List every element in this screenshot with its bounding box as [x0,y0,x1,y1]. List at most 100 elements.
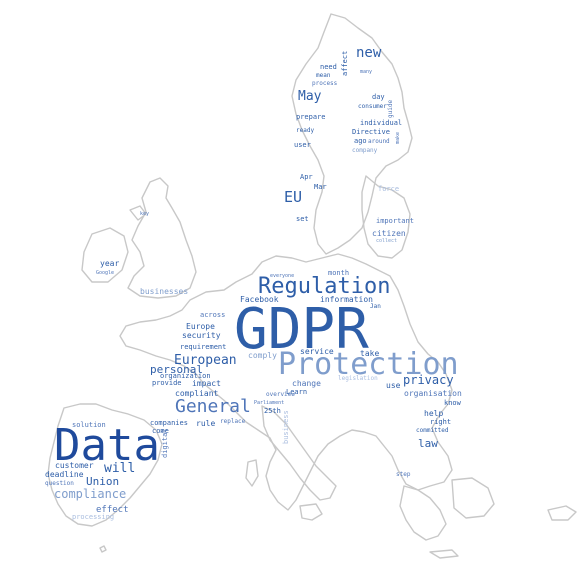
word-set: set [296,215,309,223]
word-organisation: organisation [404,389,462,398]
word-process: process [312,80,338,87]
word-know: know [444,399,461,407]
word-eu: EU [284,188,303,206]
mainland-outline [119,253,453,511]
word-information: information [320,295,373,304]
word-replace: replace [220,418,246,425]
word-directive: Directive [352,128,390,136]
word-new: new [356,45,382,61]
word-will: will [104,461,136,476]
word-individual: individual [360,119,403,127]
word-customer: customer [55,461,94,470]
word-mean: mean [316,72,331,79]
greece-outline [399,485,447,541]
word-general: General [175,396,251,417]
word-many: many [360,69,373,75]
word-make: make [395,131,401,144]
word-regulation: Regulation [258,274,391,299]
word-law: law [418,437,438,450]
cyprus-outline [547,505,577,521]
word-month: month [328,269,350,277]
word-come: come [152,427,169,435]
word-day: day [372,93,385,101]
italy-outline [261,405,337,501]
word-deadline: deadline [45,470,84,479]
word-affect: affect [341,50,349,76]
word-mar: Mar [314,183,327,191]
word-force: force [378,185,400,193]
sardinia-outline [245,459,259,487]
word-gdpr: GDPR [234,297,369,362]
word-guide: guide [387,99,394,118]
word-companies: companies [150,419,188,427]
word-solution: solution [72,421,106,429]
word-take: take [360,349,380,358]
word-digital: digital [161,428,169,458]
word-everyone: everyone [270,273,295,279]
britain-outline [127,177,197,299]
word-provide: provide [152,379,182,387]
word-help: help [424,409,444,418]
word-may: May [298,89,322,104]
sicily-outline [299,503,323,521]
word-around: around [368,138,390,145]
word-ready: ready [296,127,315,134]
word-google: Google [96,270,115,276]
word-use: use [386,381,401,390]
word-business: business [282,410,290,444]
word-prepare: prepare [296,113,326,121]
word-important: important [376,217,414,225]
word-facebook: Facebook [240,295,279,304]
turkey-outline [451,477,495,519]
word-consumer: consumer [358,103,387,110]
word-jan: Jan [370,303,381,310]
word-privacy: privacy [403,373,454,387]
word-25th: 25th [264,407,281,415]
word-compliant: compliant [175,389,219,398]
word-question: question [45,480,74,487]
word-effect: effect [96,505,129,515]
crete-outline [429,549,459,559]
word-apr: Apr [300,173,313,181]
word-across: across [200,311,226,319]
word-security: security [182,331,221,340]
finland-outline [361,175,411,259]
malta-outline [99,545,107,553]
island-outline [129,205,147,221]
word-right: right [430,418,452,426]
word-compliance: compliance [54,487,127,501]
iberia-outline [47,403,163,527]
word-businesses: businesses [140,287,189,296]
word-personal: personal [150,363,203,376]
word-european: European [174,353,237,368]
word-union: Union [86,475,120,488]
word-key: key [140,211,150,217]
word-protection: Protection [278,347,459,382]
word-rule: rule [196,419,216,428]
word-step: step [396,471,411,478]
ireland-outline [81,227,129,283]
word-need: need [320,63,337,71]
word-overview: overview [266,391,295,398]
word-impact: impact [192,379,221,388]
word-parliament: Parliament [254,400,285,406]
scandinavia-outline [291,13,413,255]
word-committed: committed [416,427,449,434]
word-europe: Europe [186,322,215,331]
word-organization: organization [160,372,211,380]
word-ago: ago [354,137,367,145]
word-collect: collect [376,238,398,244]
word-requirement: requirement [180,343,227,351]
word-user: user [294,141,311,149]
word-learn: Learn [286,388,308,396]
word-service: service [300,347,334,356]
word-company: company [352,147,378,154]
word-comply: comply [248,351,277,360]
word-data: Data [54,420,160,471]
word-citizen: citizen [372,229,406,238]
word-change: change [292,379,321,388]
word-processing: processing [72,513,115,521]
word-year: year [100,259,120,268]
